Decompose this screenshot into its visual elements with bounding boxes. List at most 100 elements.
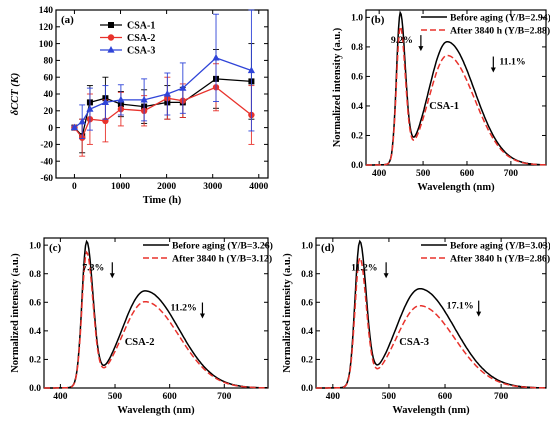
y-tick-label: 0.2 <box>351 132 363 142</box>
x-tick-label: 600 <box>163 392 178 402</box>
arrow-head <box>490 67 496 73</box>
data-point <box>70 123 79 131</box>
annotation: 11.1% <box>490 56 526 73</box>
y-tick-label: 0.8 <box>351 43 363 53</box>
legend-label: CSA-1 <box>127 21 155 32</box>
series-CSA-1 <box>71 43 255 154</box>
data-point <box>212 53 220 61</box>
legend-label: After 3840 h (Y/B=2.86) <box>450 254 550 265</box>
y-tick-label: 0.8 <box>301 270 313 280</box>
data-point <box>117 95 125 103</box>
arrow-head <box>418 46 424 52</box>
x-tick-label: 1000 <box>111 182 130 192</box>
legend-marker <box>108 22 114 28</box>
annotation-label: 7.3% <box>82 262 104 273</box>
data-point <box>163 90 171 97</box>
y-tick-label: 0.0 <box>29 384 41 394</box>
x-tick-label: 2000 <box>157 182 176 192</box>
panel-letter: (b) <box>371 14 385 26</box>
series-line <box>44 250 268 389</box>
arrow-head <box>199 313 205 319</box>
plot-frame <box>43 237 269 389</box>
series-CSA-3 <box>70 9 256 139</box>
x-tick-label: 500 <box>416 169 431 179</box>
annotation: 11.2% <box>351 262 389 279</box>
x-tick-label: 500 <box>108 392 123 402</box>
annotation-label: 11.2% <box>170 303 196 314</box>
annotation-label: 11.2% <box>351 262 377 273</box>
legend-label: After 3840 h (Y/B=3.12) <box>172 254 272 265</box>
y-tick-label: 140 <box>39 6 54 16</box>
panel-letter: (a) <box>61 14 74 26</box>
y-tick-label: 0.4 <box>29 327 41 337</box>
panel-1-axes: 400 500 600 700 0.0 0.2 0.4 0.6 0.8 1.0 Wavelength… <box>332 9 550 193</box>
legend-label: CSA-2 <box>127 33 155 44</box>
annotation-label: 17.1% <box>447 301 474 312</box>
y-tick-label: 0 <box>48 124 53 134</box>
y-tick-label: 0.0 <box>351 161 363 171</box>
data-point <box>247 66 256 74</box>
x-axis-label: Wavelength (nm) <box>392 405 470 416</box>
series-line <box>73 78 252 138</box>
x-tick-label: 400 <box>326 392 341 402</box>
y-tick-label: 0.0 <box>301 384 313 394</box>
legend-entry: Before aging (Y/B=2.94) <box>421 13 550 24</box>
y-tick-label: 0.6 <box>351 73 363 83</box>
annotation: 9.2% <box>391 35 424 52</box>
series-line <box>316 256 546 389</box>
panel-letter: (d) <box>321 242 335 254</box>
data-point <box>179 84 187 91</box>
legend-label: CSA-3 <box>127 46 155 57</box>
data-point <box>140 95 148 103</box>
series-line <box>366 24 546 166</box>
x-axis-label: Wavelength (nm) <box>117 405 195 416</box>
legend-marker <box>107 34 115 41</box>
y-tick-label: 1.0 <box>29 241 41 251</box>
legend-entry: After 3840 h (Y/B=2.88) <box>421 26 550 37</box>
x-tick-label: 400 <box>372 169 387 179</box>
series-line <box>73 86 252 139</box>
x-tick-label: 500 <box>382 392 397 402</box>
panel-2-axes: 400 500 600 700 0.0 0.2 0.4 0.6 0.8 1.0 Wavelength… <box>10 237 273 416</box>
legend-entry: After 3840 h (Y/B=2.86) <box>421 254 550 265</box>
legend-entry: Before aging (Y/B=3.26) <box>143 241 273 252</box>
y-axis-label: Normalized intensity (a.u.) <box>332 27 343 147</box>
plot-frame <box>315 237 547 389</box>
sample-label: CSA-3 <box>399 337 429 348</box>
x-tick-label: 700 <box>494 392 509 402</box>
sample-label: CSA-2 <box>125 337 155 348</box>
y-tick-label: 0.4 <box>301 327 313 337</box>
sample-label: CSA-1 <box>429 101 459 112</box>
y-tick-label: 0.8 <box>29 270 41 280</box>
y-tick-label: 120 <box>39 23 54 33</box>
y-tick-label: 1.0 <box>351 14 363 24</box>
legend-label: After 3840 h (Y/B=2.88) <box>450 26 550 37</box>
y-tick-label: 0.6 <box>301 298 313 308</box>
annotation: 17.1% <box>447 300 482 317</box>
legend-entry: CSA-2 <box>100 33 155 44</box>
panel-letter: (c) <box>49 242 62 254</box>
series-line <box>74 57 252 129</box>
y-tick-label: 80 <box>44 57 54 67</box>
y-tick-label: 0.4 <box>351 102 363 112</box>
arrow-head <box>476 311 482 317</box>
y-tick-label: 40 <box>44 90 54 100</box>
x-tick-label: 600 <box>460 169 475 179</box>
legend-marker <box>107 46 115 53</box>
x-axis-label: Time (h) <box>143 195 182 206</box>
plot-frame <box>365 9 547 166</box>
legend-label: Before aging (Y/B=3.03) <box>450 241 550 252</box>
data-point <box>86 105 94 112</box>
x-tick-label: 600 <box>438 392 453 402</box>
legend-entry: Before aging (Y/B=3.03) <box>421 241 550 252</box>
legend-label: Before aging (Y/B=2.94) <box>450 13 550 24</box>
y-tick-label: -60 <box>40 174 53 184</box>
legend-entry: CSA-3 <box>100 46 155 57</box>
y-tick-label: 100 <box>39 40 54 50</box>
series-CSA-2 <box>71 63 255 157</box>
legend-entry: CSA-1 <box>100 21 155 32</box>
x-tick-label: 700 <box>217 392 232 402</box>
y-axis-label: Normalized intensity (a.u.) <box>10 253 21 373</box>
y-axis-label: Normalized intensity (a.u.) <box>282 253 293 373</box>
